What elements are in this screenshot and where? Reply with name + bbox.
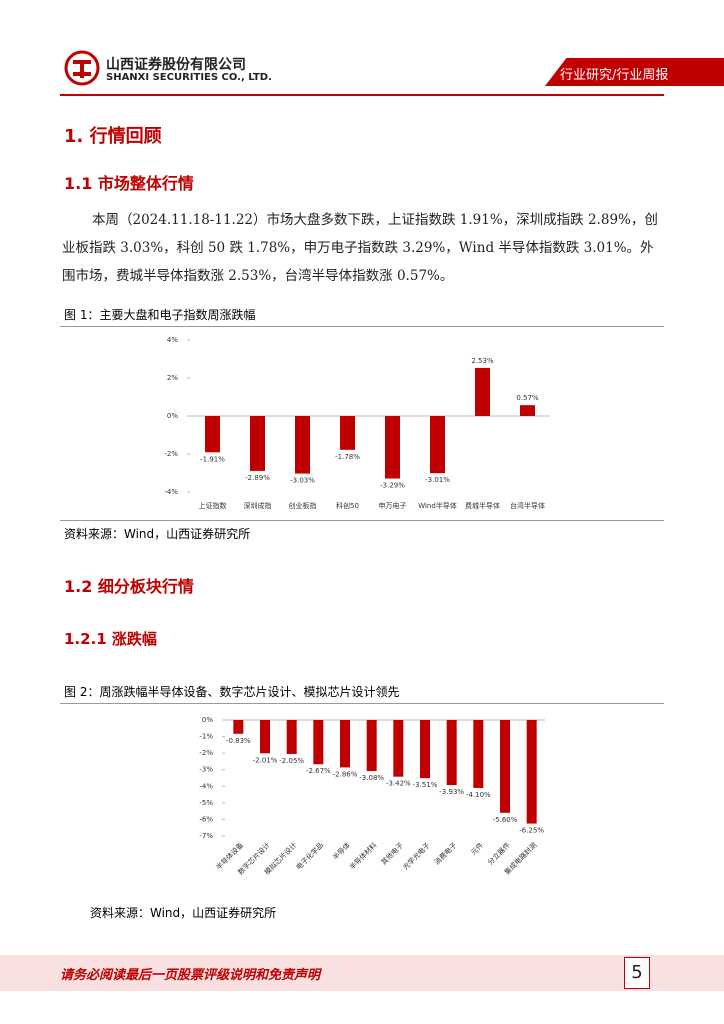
value-label: -3.01%: [425, 476, 450, 484]
value-label: -2.05%: [279, 757, 304, 765]
value-label: -3.51%: [413, 781, 438, 789]
bar: [295, 416, 310, 474]
bar: [420, 720, 430, 779]
x-tick-label: 电子化学品: [294, 840, 325, 871]
paragraph: 本周（2024.11.18-11.22）市场大盘多数下跌，上证指数跌 1.91%…: [62, 212, 658, 284]
value-label: -3.93%: [439, 788, 464, 796]
page-number: 5: [624, 957, 650, 989]
value-label: -3.08%: [359, 774, 384, 782]
rule: [60, 703, 664, 704]
x-tick-label: 其他电子: [379, 840, 405, 866]
y-tick-label: -4%: [164, 488, 178, 496]
header-rule: [60, 94, 664, 96]
x-tick-label: 分立器件: [486, 840, 512, 866]
bar: [475, 367, 490, 416]
x-tick-label: Wind半导体: [418, 501, 457, 510]
bar: [446, 720, 457, 786]
source: 资料来源：Wind，山西证券研究所: [64, 527, 251, 541]
y-tick-label: -2%: [199, 749, 213, 757]
bar: [393, 720, 404, 777]
x-tick-label: 消费电子: [432, 840, 458, 866]
bar: [366, 720, 377, 772]
logo: [64, 50, 100, 86]
y-tick-label: -1%: [199, 733, 213, 741]
heading: 1.2 细分板块行情: [64, 577, 194, 596]
bar: [250, 416, 265, 471]
value-label: -6.25%: [519, 827, 544, 835]
value-label: -5.60%: [493, 816, 518, 824]
x-tick-label: 深圳成指: [244, 501, 272, 510]
x-tick-label: 创业板指: [289, 501, 317, 510]
rule: [60, 520, 664, 521]
bar: [473, 720, 484, 788]
bar: [286, 720, 297, 754]
y-tick-label: -5%: [199, 799, 213, 807]
footer-band: [0, 955, 724, 991]
bar: [385, 416, 400, 479]
bar: [500, 720, 510, 813]
x-tick-label: 元件: [469, 840, 485, 856]
bar: [520, 405, 535, 416]
y-tick-label: 2%: [167, 374, 178, 382]
value-label: -2.01%: [253, 756, 278, 764]
x-tick-label: 科创50: [336, 501, 359, 510]
figure-caption: 图 1：主要大盘和电子指数周涨跌幅: [64, 308, 256, 322]
header-band: [545, 58, 724, 86]
bar: [205, 416, 220, 453]
bar: [260, 720, 270, 754]
company-en: SHANXI SECURITIES CO., LTD.: [106, 72, 272, 83]
heading: 1.1 市场整体行情: [64, 174, 194, 193]
x-tick-label: 光学光电子: [401, 840, 432, 871]
bar: [430, 416, 445, 474]
y-tick-label: 4%: [167, 336, 178, 344]
x-tick-label: 台湾半导体: [510, 501, 545, 510]
header-tag: 行业研究/行业周报: [560, 68, 669, 83]
y-tick-label: 0%: [167, 412, 178, 420]
bar: [233, 720, 244, 734]
y-tick-label: -7%: [199, 832, 213, 840]
value-label: -1.78%: [335, 453, 360, 461]
bar: [526, 720, 537, 824]
value-label: -2.89%: [245, 474, 270, 482]
x-tick-label: 半导体材料: [347, 840, 378, 871]
bar: [340, 416, 355, 450]
y-tick-label: -6%: [199, 815, 213, 823]
heading: 1. 行情回顾: [64, 126, 162, 147]
value-label: -2.86%: [333, 770, 358, 778]
value-label: -1.91%: [200, 455, 225, 463]
value-label: -0.83%: [226, 737, 251, 745]
chart: 0%-1%-2%-3%-4%-5%-6%-7%-0.83%半导体设备-2.01%…: [199, 716, 545, 877]
value-label: -4.10%: [466, 791, 491, 799]
y-tick-label: 0%: [202, 716, 213, 724]
bar: [313, 720, 324, 765]
x-tick-label: 申万电子: [379, 501, 407, 510]
value-label: -3.03%: [290, 477, 315, 485]
value-label: 2.53%: [471, 357, 494, 365]
rule: [60, 326, 664, 327]
disclaimer: 请务必阅读最后一页股票评级说明和免责声明: [60, 968, 321, 983]
value-label: 0.57%: [516, 394, 539, 402]
figure-caption: 图 2：周涨跌幅半导体设备、数字芯片设计、模拟芯片设计领先: [64, 685, 400, 699]
x-tick-label: 费城半导体: [465, 501, 500, 510]
bar: [340, 720, 350, 768]
value-label: -2.67%: [306, 767, 331, 775]
value-label: -3.42%: [386, 780, 411, 788]
y-tick-label: -4%: [199, 782, 213, 790]
x-tick-label: 上证指数: [199, 501, 227, 510]
heading: 1.2.1 涨跌幅: [64, 630, 157, 648]
company: 山西证券股份有限公司: [106, 57, 246, 73]
source: 资料来源：Wind，山西证券研究所: [90, 906, 277, 920]
y-tick-label: -3%: [199, 766, 213, 774]
chart: 4% 2% 0% -2% -4% -1.91% 上证指数 -2.89% 深圳成指 -3.03% 创业…: [164, 336, 550, 510]
x-tick-label: 半导体: [331, 840, 352, 861]
y-tick-label: -2%: [164, 450, 178, 458]
value-label: -3.29%: [380, 482, 405, 490]
